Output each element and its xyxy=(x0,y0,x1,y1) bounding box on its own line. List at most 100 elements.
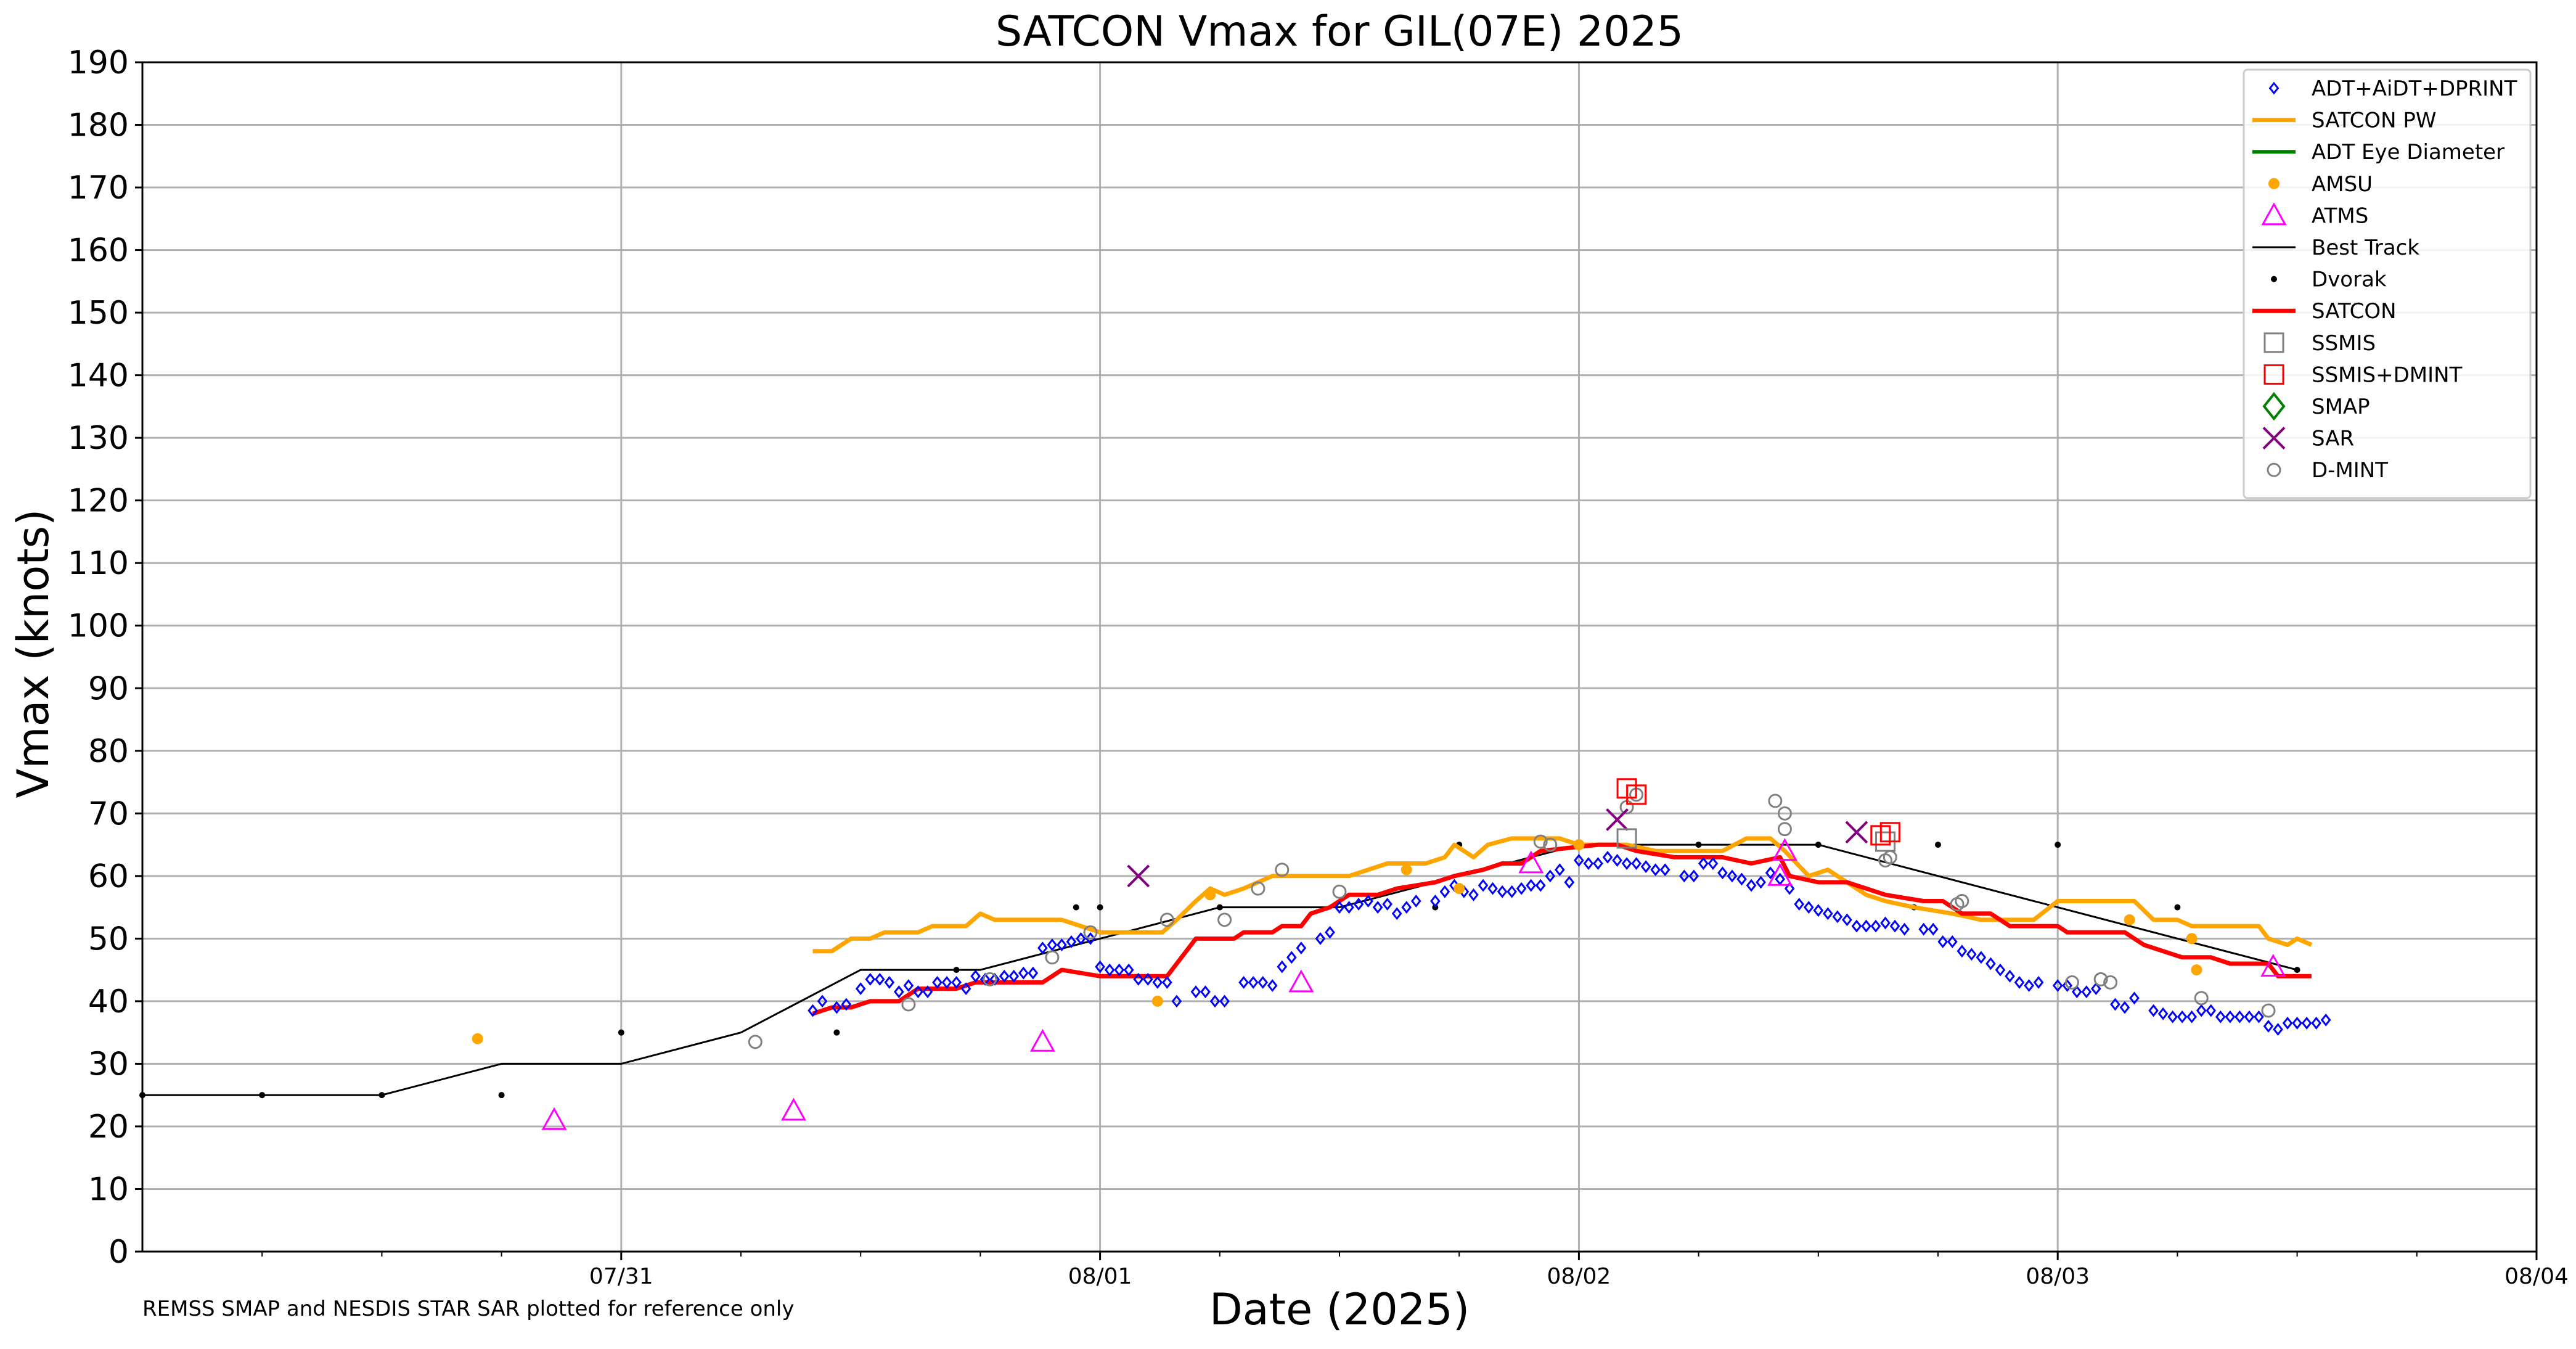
point-dvorak xyxy=(1216,904,1223,911)
x-tick-label: 07/31 xyxy=(589,1264,653,1289)
point-d-mint xyxy=(1275,863,1290,877)
point-adt-aidt-dprint xyxy=(1889,919,1900,933)
point-amsu xyxy=(1573,839,1585,851)
point-dvorak xyxy=(953,967,960,974)
point-d-mint xyxy=(2065,975,2080,990)
point-adt-aidt-dprint xyxy=(1372,901,1383,914)
point-dvorak xyxy=(1097,904,1103,911)
point-adt-aidt-dprint xyxy=(2225,1010,2236,1023)
legend-swatch-smap xyxy=(2262,392,2286,421)
legend-label-ssmis-dmint: SSMIS+DMINT xyxy=(2312,363,2463,387)
point-adt-aidt-dprint xyxy=(913,985,923,999)
y-axis-label: Vmax (knots) xyxy=(8,509,59,798)
point-adt-aidt-dprint xyxy=(1382,898,1393,911)
legend-label-satcon: SATCON xyxy=(2312,299,2397,324)
x-tick-label: 08/02 xyxy=(1547,1264,1611,1289)
point-adt-aidt-dprint xyxy=(1257,976,1269,989)
point-adt-aidt-dprint xyxy=(1516,882,1527,895)
y-tick-label: 90 xyxy=(88,670,129,707)
point-adt-aidt-dprint xyxy=(2244,1010,2255,1023)
legend-entry-ssmis: SSMIS xyxy=(2263,331,2376,356)
point-sar xyxy=(1845,821,1868,844)
point-adt-aidt-dprint xyxy=(1325,925,1335,939)
y-tick-label: 80 xyxy=(88,733,129,770)
point-adt-aidt-dprint xyxy=(2024,979,2034,992)
legend-swatch-ssmis xyxy=(2263,332,2284,353)
point-adt-aidt-dprint xyxy=(2014,976,2025,989)
point-adt-aidt-dprint xyxy=(1248,976,1259,989)
point-adt-aidt-dprint xyxy=(1736,872,1747,886)
legend-entry-sar: SAR xyxy=(2262,427,2354,451)
y-tick-label: 120 xyxy=(68,483,129,520)
point-adt-aidt-dprint xyxy=(1593,857,1603,870)
point-adt-aidt-dprint xyxy=(2167,1010,2178,1023)
point-amsu xyxy=(2186,933,2198,945)
point-adt-aidt-dprint xyxy=(1813,904,1824,917)
point-adt-aidt-dprint xyxy=(2005,969,2015,983)
point-adt-aidt-dprint xyxy=(2157,1007,2169,1020)
point-adt-aidt-dprint xyxy=(1659,863,1670,877)
legend-label-atms: ATMS xyxy=(2312,203,2368,228)
point-adt-aidt-dprint xyxy=(1555,863,1565,877)
point-adt-aidt-dprint xyxy=(922,985,933,999)
point-adt-aidt-dprint xyxy=(1526,879,1537,892)
legend-entry-best-track: Best Track xyxy=(2252,236,2419,260)
point-adt-aidt-dprint xyxy=(1468,888,1479,901)
point-adt-aidt-dprint xyxy=(874,972,885,986)
point-adt-aidt-dprint xyxy=(1344,901,1354,914)
point-adt-aidt-dprint xyxy=(1957,945,1968,958)
series-line-best-track xyxy=(142,843,2297,1096)
point-adt-aidt-dprint xyxy=(1296,941,1307,954)
point-adt-aidt-dprint xyxy=(1640,860,1651,874)
point-adt-aidt-dprint xyxy=(808,1004,818,1017)
point-dvorak xyxy=(2174,904,2181,911)
point-d-mint xyxy=(1159,912,1174,927)
point-adt-aidt-dprint xyxy=(2119,1001,2130,1014)
point-adt-aidt-dprint xyxy=(2052,979,2063,992)
y-tick-label: 150 xyxy=(68,295,129,332)
point-d-mint xyxy=(2261,1003,2276,1018)
legend-entry-d-mint: D-MINT xyxy=(2267,458,2388,483)
point-adt-aidt-dprint xyxy=(2301,1017,2312,1030)
y-tick-label: 40 xyxy=(88,983,129,1020)
point-adt-aidt-dprint xyxy=(1334,901,1345,914)
point-dvorak xyxy=(1935,842,1941,848)
point-adt-aidt-dprint xyxy=(1267,979,1278,992)
y-tick-label: 130 xyxy=(68,420,129,457)
point-atms xyxy=(1518,850,1544,874)
point-sar-stroke xyxy=(1606,808,1629,831)
point-adt-aidt-dprint xyxy=(1947,935,1958,948)
point-adt-aidt-dprint xyxy=(1717,866,1728,880)
series-adt-aidt-dprint xyxy=(808,850,2331,1036)
legend-entry-smap: SMAP xyxy=(2262,392,2370,421)
x-tick-label: 08/01 xyxy=(1068,1264,1132,1289)
point-adt-aidt-dprint xyxy=(2148,1004,2159,1017)
point-adt-aidt-dprint xyxy=(1209,994,1221,1008)
legend-label-satcon-pw: SATCON PW xyxy=(2312,109,2436,133)
point-sar-stroke xyxy=(1845,821,1868,844)
point-adt-aidt-dprint xyxy=(2186,1010,2198,1023)
point-amsu xyxy=(2124,914,2135,925)
series-d-mint xyxy=(748,787,2276,1049)
legend-label-d-mint: D-MINT xyxy=(2312,458,2388,483)
point-atms xyxy=(1288,969,1314,993)
y-tick-label: 160 xyxy=(68,232,129,269)
point-ssmis-dmint xyxy=(1879,822,1900,843)
point-adt-aidt-dprint xyxy=(865,972,876,986)
point-d-mint xyxy=(748,1035,763,1049)
point-adt-aidt-dprint xyxy=(1823,907,1833,921)
legend-label-best-track: Best Track xyxy=(2312,236,2419,260)
y-tick-label: 180 xyxy=(68,107,129,144)
point-adt-aidt-dprint xyxy=(960,982,971,995)
point-adt-aidt-dprint xyxy=(2215,1010,2226,1023)
point-amsu xyxy=(472,1033,483,1044)
point-adt-aidt-dprint xyxy=(1966,948,1977,961)
y-tick-label: 10 xyxy=(88,1171,129,1208)
point-atms xyxy=(780,1097,806,1121)
point-d-mint xyxy=(1955,893,1969,908)
legend-label-smap: SMAP xyxy=(2312,395,2370,419)
point-atms xyxy=(541,1107,567,1130)
point-d-mint xyxy=(1777,806,1792,821)
y-tick-label: 0 xyxy=(108,1234,129,1271)
